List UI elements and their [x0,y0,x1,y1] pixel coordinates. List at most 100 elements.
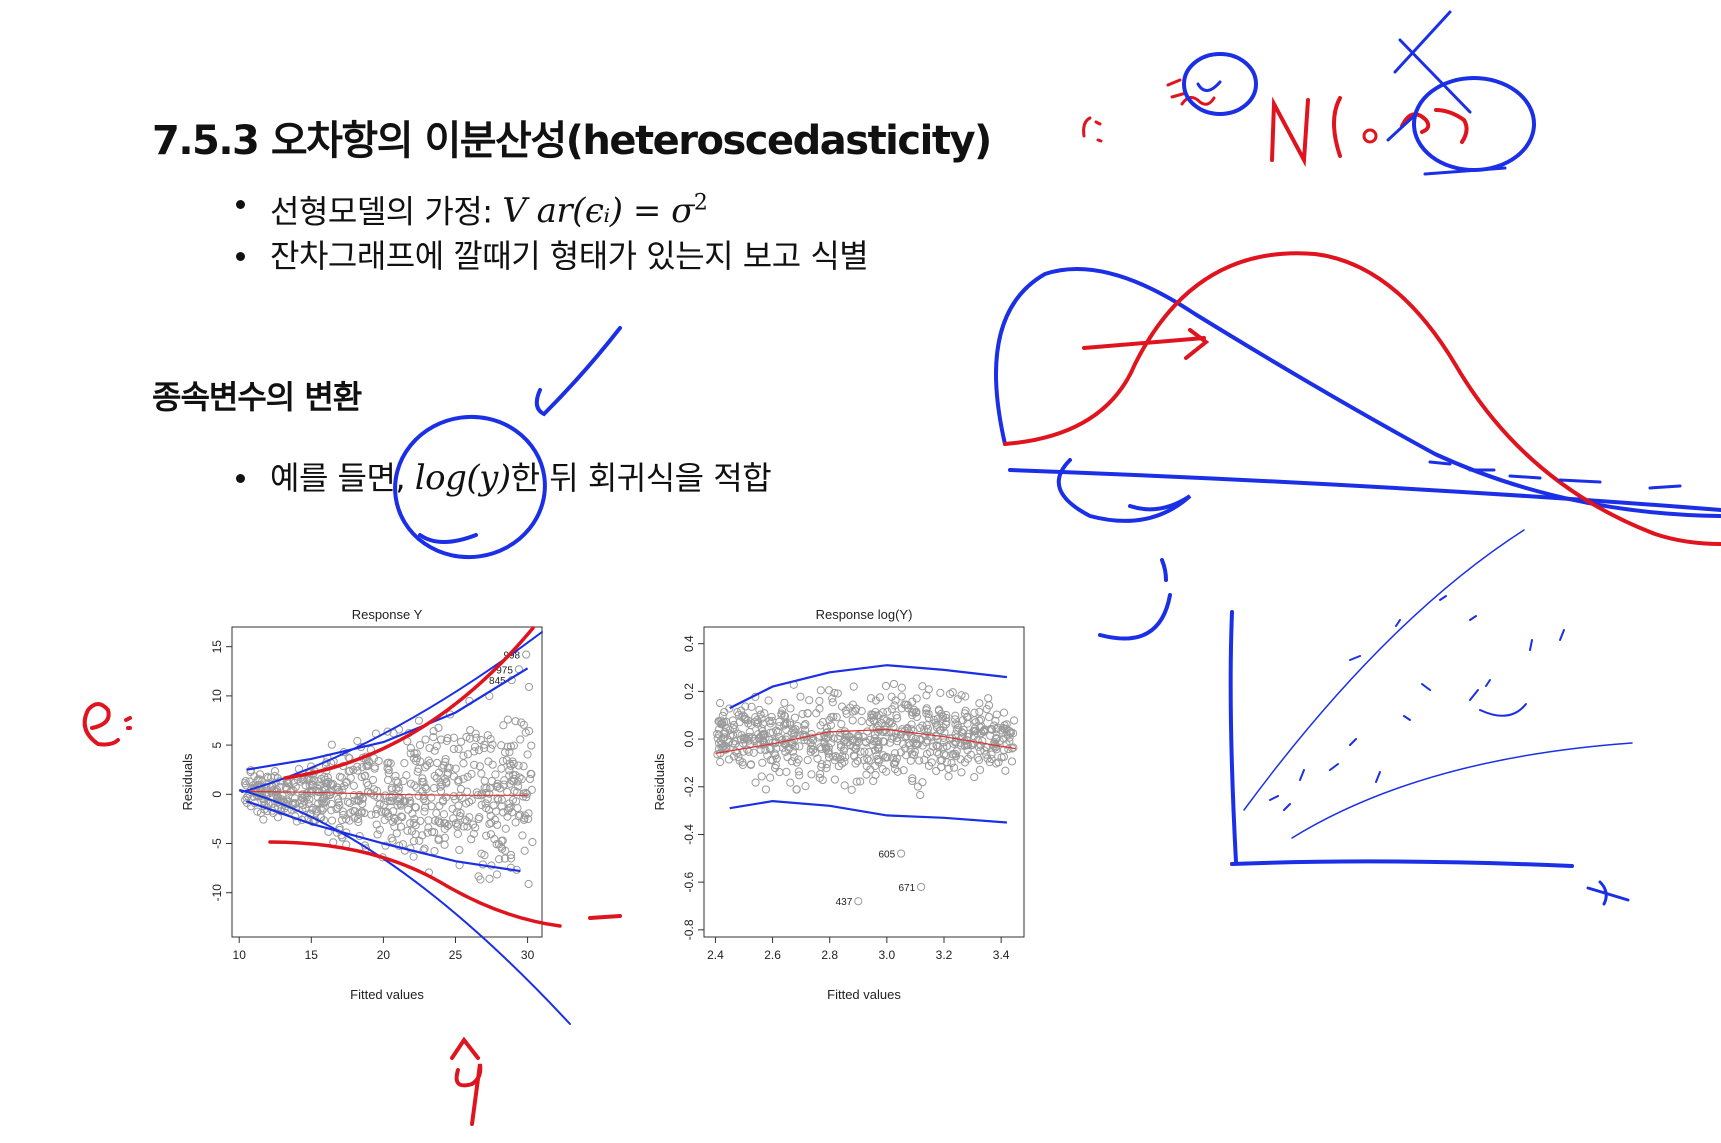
data-point [524,682,534,692]
data-point [837,759,847,768]
data-point [893,714,902,723]
data-point [765,744,775,754]
data-point [491,770,500,779]
data-point [816,686,825,695]
lower-band-line [246,800,521,873]
data-point [353,762,362,771]
data-point [487,776,496,786]
data-point [344,767,353,776]
data-point [396,812,406,821]
data-point [848,707,857,716]
data-point [456,737,466,746]
data-point [465,813,474,822]
data-point [815,696,824,706]
data-point [987,725,997,734]
data-point [443,768,452,777]
data-point [357,807,366,816]
data-point [521,728,530,737]
data-point [490,835,499,844]
data-point [373,805,382,814]
data-point [332,804,341,814]
data-point [1010,716,1019,725]
handwritten-check-circle [393,326,622,560]
data-point [427,802,436,811]
data-point [402,771,411,780]
data-point [998,723,1007,733]
data-point [866,694,876,703]
data-point [459,759,468,768]
data-point [978,736,987,746]
data-point [788,747,798,756]
data-point [422,784,431,794]
data-point [920,725,929,734]
data-point [383,727,392,736]
data-point [483,731,492,740]
data-point [503,715,512,724]
upper-band-line [246,667,529,771]
data-point [513,804,522,813]
data-point [506,863,516,872]
y-axis-label: Residuals [180,753,195,811]
data-point [992,710,1001,719]
data-point [269,785,279,794]
data-point [948,688,957,697]
data-point [436,782,445,791]
data-point [503,812,512,821]
data-point [933,714,942,723]
data-point [436,778,445,787]
data-point [747,702,756,711]
data-point [345,766,354,775]
data-point [381,791,390,800]
data-point [717,716,726,725]
data-point [893,767,902,776]
data-point [353,766,362,775]
data-point [1005,737,1014,746]
bullet-text-pre: 예를 들면, [270,459,415,497]
data-point [504,803,514,813]
data-point [274,795,283,805]
data-point [325,790,334,799]
data-point [910,705,919,714]
y-tick-label: 0.2 [682,683,696,700]
assumption-list: 선형모델의 가정: V ar(ϵᵢ) = σ2 잔차그래프에 깔때기 형태가 있… [228,178,869,282]
data-point [883,707,892,716]
data-point [333,783,342,792]
log-y-formula: log(y) [414,458,511,498]
data-point [951,752,961,761]
data-point [338,791,347,800]
data-point [298,790,307,799]
data-point [743,745,752,754]
data-point [744,747,753,756]
data-point [502,756,511,765]
data-point [302,789,312,798]
data-point [784,745,793,754]
data-point [808,741,817,750]
data-point [759,736,768,745]
data-point [509,759,518,769]
x-tick-label: 3.4 [993,948,1010,962]
data-point [472,733,481,743]
data-point [453,829,462,838]
data-point [741,702,750,711]
data-point [848,736,857,745]
data-point [301,781,310,790]
data-point [918,721,927,730]
data-point [516,735,525,744]
x-tick-label: 10 [233,948,247,962]
plot-frame [703,626,1025,938]
data-point [849,735,859,744]
data-point [790,713,800,722]
data-point [999,752,1009,761]
y-tick-label: 0.4 [682,635,696,652]
data-point [419,792,429,801]
data-point [520,811,530,820]
data-point [443,821,452,831]
data-point [511,717,520,726]
data-point [909,750,919,759]
data-point [801,719,810,729]
data-point [406,749,415,758]
data-point [729,720,739,730]
data-point [241,781,251,790]
data-point [720,707,729,717]
data-point [394,783,403,792]
